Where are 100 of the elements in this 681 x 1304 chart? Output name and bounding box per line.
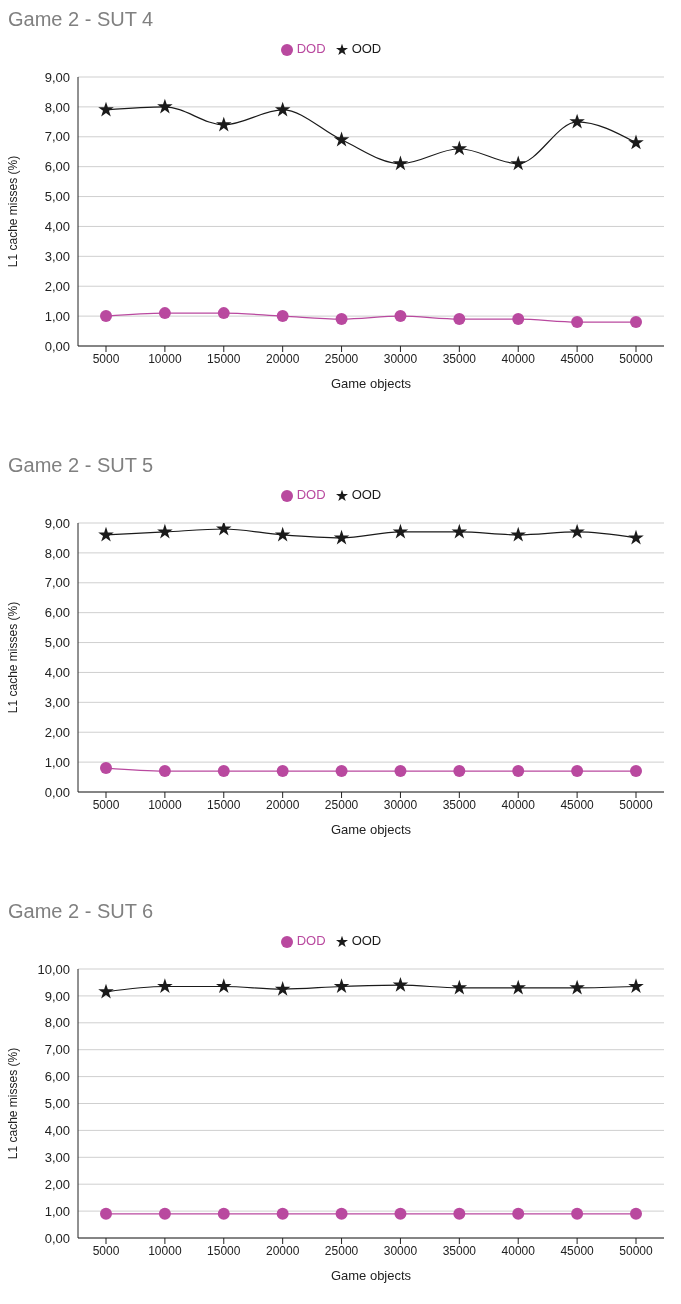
y-tick-label: 8,00 (44, 545, 70, 561)
x-tick-label: 45000 (560, 797, 595, 812)
y-tick-label: 7,00 (44, 1042, 70, 1058)
y-tick-label: 0,00 (44, 784, 70, 800)
point (157, 978, 173, 994)
y-tick-label: 9,00 (44, 69, 70, 85)
point (569, 979, 585, 995)
point (571, 316, 584, 329)
y-tick-label: 8,00 (44, 1015, 70, 1031)
y-tick-label: 4,00 (44, 665, 70, 681)
point (512, 313, 525, 326)
x-tick-label: 30000 (383, 351, 418, 366)
x-tick-label: 15000 (207, 351, 241, 366)
x-tick-label: 40000 (501, 351, 536, 366)
legend-label: OOD (351, 41, 382, 56)
point (335, 1207, 348, 1220)
point (333, 978, 350, 994)
point (394, 765, 407, 778)
y-tick-label: 4,00 (44, 1123, 70, 1139)
point (451, 523, 468, 539)
point (628, 529, 644, 545)
point (333, 529, 350, 545)
y-tick-label: 5,00 (44, 635, 70, 651)
y-tick-label: 3,00 (44, 694, 70, 710)
point (335, 313, 348, 326)
y-tick-label: 6,00 (44, 159, 70, 175)
point (335, 765, 348, 778)
point (276, 765, 289, 778)
point (451, 979, 468, 995)
point (392, 523, 409, 539)
point (569, 523, 585, 539)
x-tick-label: 35000 (442, 351, 477, 366)
point (628, 978, 644, 994)
x-tick-label: 35000 (442, 1243, 477, 1258)
point (100, 762, 112, 775)
y-tick-label: 0,00 (44, 1230, 70, 1246)
x-tick-label: 25000 (324, 1243, 359, 1258)
x-axis-title: Game objects (330, 1268, 412, 1283)
y-tick-label: 3,00 (44, 248, 70, 264)
point (274, 981, 291, 996)
x-tick-label: 10000 (148, 797, 182, 812)
y-tick-label: 9,00 (44, 988, 70, 1004)
x-tick-label: 5000 (92, 1243, 120, 1258)
x-tick-label: 30000 (383, 797, 418, 812)
legend-label: OOD (351, 487, 382, 502)
chart-title: Game 2 - SUT 5 (8, 454, 155, 478)
x-tick-label: 40000 (501, 797, 536, 812)
point (217, 1207, 230, 1220)
point (100, 310, 112, 323)
x-tick-label: 20000 (265, 1243, 300, 1258)
point (98, 526, 114, 542)
point (394, 1207, 407, 1220)
x-tick-label: 40000 (501, 1243, 536, 1258)
y-axis-title: L1 cache misses (%) (6, 1047, 21, 1160)
x-tick-label: 20000 (265, 351, 300, 366)
point (276, 310, 289, 323)
x-tick-label: 45000 (560, 1243, 595, 1258)
y-tick-label: 5,00 (44, 1096, 70, 1112)
point (392, 976, 409, 992)
y-tick-label: 5,00 (44, 189, 70, 205)
point (98, 983, 114, 999)
y-tick-label: 2,00 (44, 724, 70, 740)
point (216, 978, 232, 994)
x-tick-label: 50000 (619, 797, 654, 812)
point (217, 765, 230, 778)
x-tick-label: 5000 (92, 797, 120, 812)
x-tick-label: 10000 (148, 1243, 182, 1258)
point (628, 134, 644, 150)
y-axis-title: L1 cache misses (%) (6, 155, 21, 268)
point (453, 1207, 466, 1220)
x-axis-title: Game objects (330, 822, 412, 837)
point (157, 98, 173, 114)
point (512, 1207, 525, 1220)
x-tick-label: 15000 (207, 1243, 241, 1258)
y-tick-label: 2,00 (44, 278, 70, 294)
x-tick-label: 50000 (619, 351, 654, 366)
chart-title: Game 2 - SUT 6 (8, 900, 155, 924)
point (216, 116, 232, 132)
x-tick-label: 5000 (92, 351, 120, 366)
y-tick-label: 8,00 (44, 99, 70, 115)
y-tick-label: 1,00 (44, 754, 70, 770)
point (630, 765, 642, 778)
point (510, 155, 526, 171)
x-tick-label: 50000 (619, 1243, 654, 1258)
point (274, 526, 291, 542)
point (157, 523, 173, 539)
point (158, 765, 171, 778)
point (571, 765, 584, 778)
point (216, 523, 232, 536)
chart-title: Game 2 - SUT 4 (8, 8, 155, 32)
point (394, 310, 407, 323)
y-axis-title: L1 cache misses (%) (6, 601, 21, 714)
x-axis-title: Game objects (330, 376, 412, 391)
y-tick-label: 6,00 (44, 605, 70, 621)
x-tick-label: 25000 (324, 797, 359, 812)
legend-label: DOD (296, 487, 326, 502)
point (333, 131, 350, 147)
y-tick-label: 10,00 (37, 961, 70, 977)
point (98, 101, 114, 117)
point (100, 1207, 112, 1220)
